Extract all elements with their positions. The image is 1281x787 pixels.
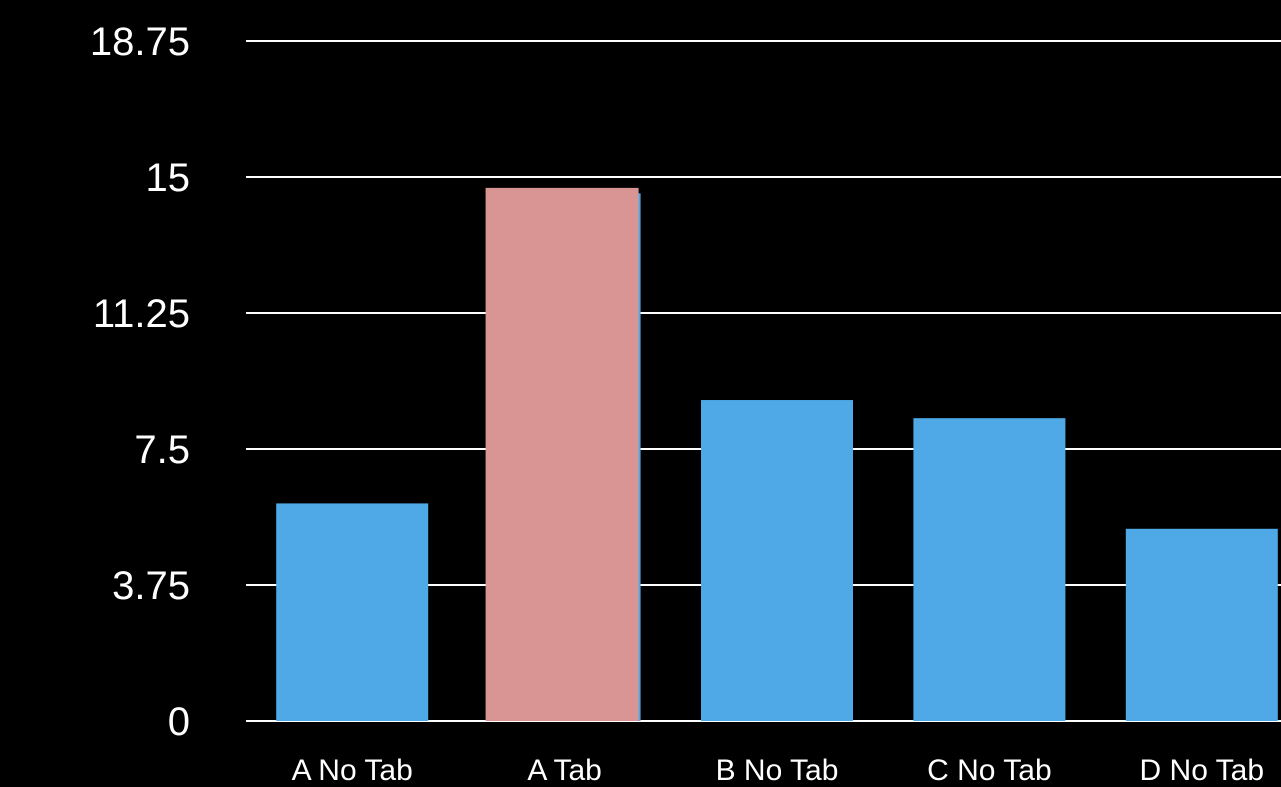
y-tick-label: 18.75 <box>90 20 190 64</box>
y-tick-label: 15 <box>146 156 191 200</box>
y-tick-label: 7.5 <box>134 428 190 472</box>
x-tick-label: C No Tab <box>927 754 1052 787</box>
y-tick-label: 3.75 <box>112 564 190 608</box>
highlight-bar-a-tab[interactable] <box>485 187 639 721</box>
bar-a-no-tab[interactable] <box>276 503 429 721</box>
bar-b-no-tab[interactable] <box>701 400 853 721</box>
bar-d-no-tab[interactable] <box>1125 528 1278 721</box>
y-tick-label: 11.25 <box>93 292 190 336</box>
x-tick-label: B No Tab <box>716 754 839 787</box>
x-tick-label: A Tab <box>527 754 602 787</box>
bars <box>276 187 1278 721</box>
x-tick-label: D No Tab <box>1140 754 1265 787</box>
y-tick-label: 0 <box>168 700 190 744</box>
bar-c-no-tab[interactable] <box>913 418 1066 721</box>
x-tick-label: A No Tab <box>292 754 413 787</box>
y-axis-ticks: 0 3.75 7.5 11.25 15 18.75 <box>90 20 190 744</box>
x-axis-labels: A No Tab A Tab B No Tab C No Tab D No Tab <box>292 754 1264 787</box>
